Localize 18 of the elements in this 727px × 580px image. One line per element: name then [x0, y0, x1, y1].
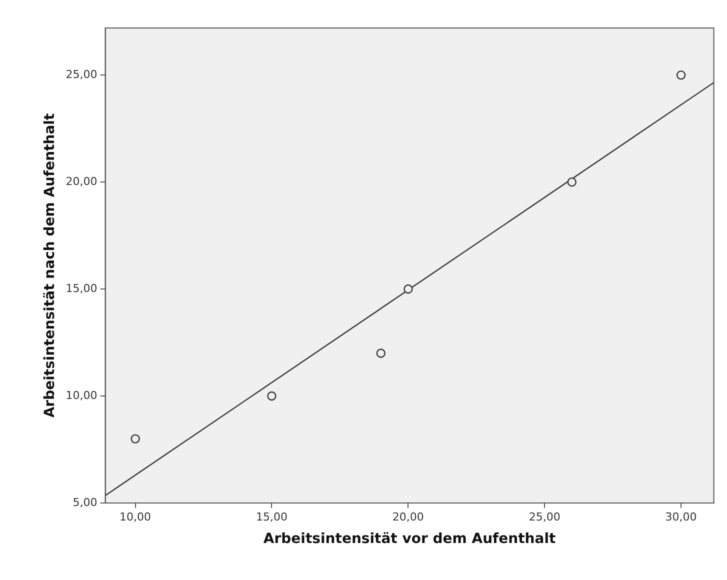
point — [404, 284, 413, 294]
y-axis-title: Arbeitsintensität nach dem Aufenthalt — [42, 113, 58, 418]
point — [676, 70, 686, 80]
y-tick-label: 10,00 — [66, 388, 98, 402]
y-tick-label: 15,00 — [66, 282, 98, 295]
point — [567, 177, 577, 187]
point — [130, 434, 140, 444]
point — [267, 391, 276, 401]
x-axis-title: Arbeitsintensität vor dem Aufenthalt — [263, 531, 556, 548]
y-tick-label: 20,00 — [66, 174, 98, 188]
x-tick-label: 15,00 — [256, 510, 288, 524]
x-tick-label: 25,00 — [528, 510, 560, 524]
x-tick-label: 10,00 — [120, 510, 152, 524]
y-tick-label: 5,00 — [72, 496, 98, 509]
point — [376, 348, 386, 358]
y-tick-label: 25,00 — [66, 68, 98, 81]
x-tick-label: 20,00 — [392, 510, 424, 524]
x-tick-label: 30,00 — [665, 510, 697, 524]
